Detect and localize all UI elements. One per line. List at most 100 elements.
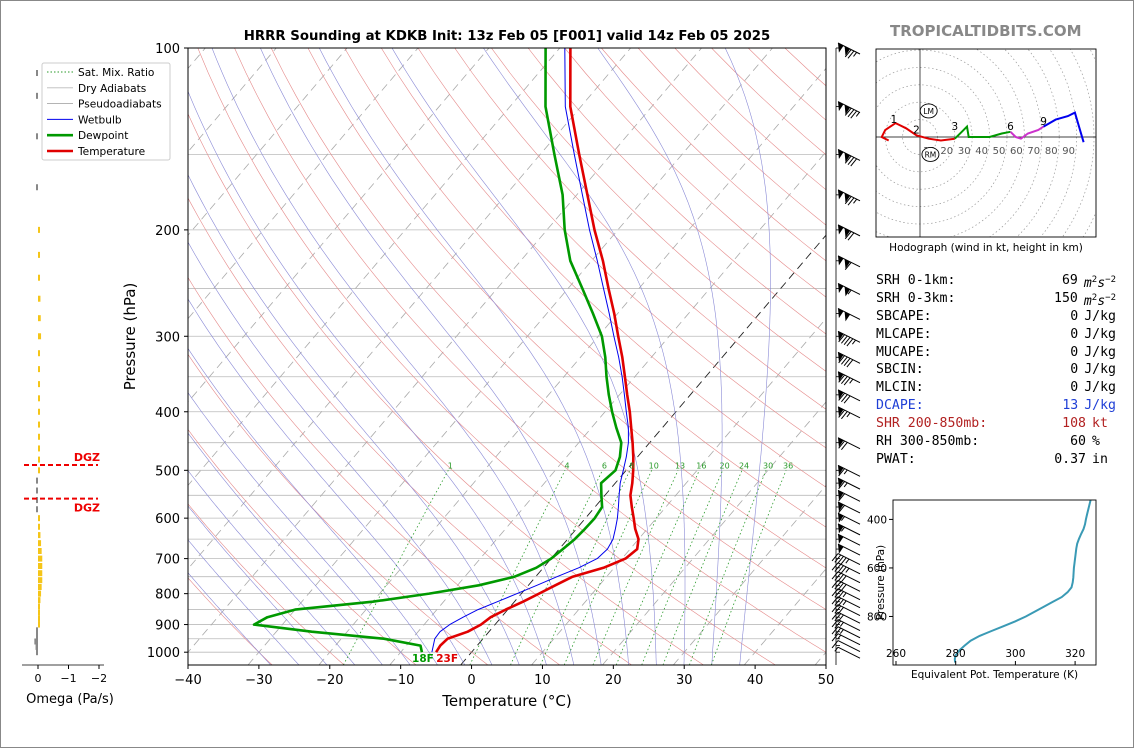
wind-barb-flag	[838, 308, 844, 319]
wind-barb-feather	[841, 411, 848, 420]
moist-adiabat	[188, 347, 438, 665]
moist-adiabat	[188, 470, 356, 665]
stat-label: MLCIN:	[876, 380, 924, 396]
legend-box	[41, 62, 171, 161]
isotherm-line	[188, 48, 631, 570]
omega-bar	[36, 477, 38, 484]
omega-bar	[38, 621, 40, 628]
wind-barb-feather	[838, 409, 845, 418]
stat-unit: m2s−2	[1078, 272, 1116, 291]
legend: Sat. Mix. Ratio Dry Adiabats Pseudoadiabat…	[41, 62, 171, 161]
wind-barb-feather	[847, 232, 855, 241]
stat-unit: %	[1092, 434, 1100, 450]
moist-adiabat	[391, 48, 657, 665]
mixing-ratio-label: 16	[696, 461, 706, 470]
omega-bar	[36, 506, 38, 513]
moist-adiabat	[597, 48, 723, 665]
wind-barb-half	[846, 412, 851, 418]
wind-barb-feather	[834, 554, 842, 563]
hodo-frame	[875, 48, 1097, 238]
thetae-x-axis-label: Equivalent Pot. Temperature (K)	[911, 669, 1078, 681]
wind-barb-feather	[837, 582, 844, 591]
moist-adiabat	[188, 241, 493, 665]
isotherm-line	[460, 234, 826, 665]
wind-barb-feather	[838, 374, 845, 383]
wind-barb-feather	[834, 620, 842, 629]
wind-barb-half	[834, 646, 839, 652]
omega-bar	[38, 584, 42, 591]
dry-adiabat	[188, 197, 632, 665]
y-tick-label: 300	[155, 330, 180, 345]
wind-barb-feather	[838, 355, 845, 364]
x-tick-label: −20	[316, 673, 343, 688]
wind-barb-flag	[838, 513, 844, 523]
wind-barb-half	[840, 516, 845, 521]
omega-bar	[38, 408, 40, 415]
mixing-ratio-line	[563, 470, 653, 665]
y-tick-label: 400	[155, 406, 180, 421]
wind-barb-feather	[839, 575, 847, 584]
surface-dewpoint-label: 18F	[412, 653, 434, 665]
stat-unit-part: 2	[1091, 292, 1098, 303]
stat-value: 0	[1070, 326, 1079, 342]
stat-value: 108	[1062, 416, 1086, 432]
wind-barb-feather	[834, 627, 842, 636]
moist-adiabat	[188, 572, 272, 665]
mixing-ratio-label: 13	[675, 461, 685, 470]
stat-value: 0	[1070, 344, 1079, 360]
mixing-ratio-label: 20	[720, 461, 730, 470]
omega-bar	[36, 92, 38, 99]
wind-barb-feather	[838, 504, 845, 513]
omega-bar	[38, 540, 42, 547]
wind-barb-feather	[847, 197, 855, 206]
stat-value: 0.37	[1054, 451, 1086, 467]
moist-adiabat	[724, 48, 771, 665]
legend-label: Dewpoint	[78, 130, 128, 142]
wind-barb-feather	[831, 579, 839, 588]
stat-unit: J/kg	[1084, 326, 1116, 342]
stat-label: DCAPE:	[876, 398, 924, 414]
isotherm-line	[318, 67, 826, 665]
moist-adiabat	[188, 298, 466, 665]
wind-barb-feather	[831, 640, 839, 649]
mixing-ratio-label: 30	[763, 461, 773, 470]
hodo-ring-label: 50	[993, 146, 1006, 157]
wind-barb-half	[847, 289, 852, 295]
moist-adiabat	[483, 48, 686, 665]
wind-barb-feather	[831, 619, 839, 628]
wind-barb-feather	[834, 589, 842, 598]
wind-barb	[837, 224, 861, 237]
storm-motion-marker	[921, 146, 940, 162]
isotherm-line	[188, 48, 490, 403]
x-tick-label: 0	[467, 673, 475, 688]
omega-bar	[38, 445, 40, 452]
wind-barb-half	[849, 378, 854, 384]
wind-barb-half	[839, 629, 844, 634]
omega-bar	[38, 366, 40, 373]
mixing-ratio-line	[615, 470, 700, 665]
wind-barb-half	[851, 339, 856, 345]
omega-bar	[38, 615, 40, 622]
hodo-caption: Hodograph (wind in kt, height in km)	[889, 242, 1083, 254]
moist-adiabat	[188, 432, 383, 665]
temperature-profile	[435, 48, 640, 653]
omega-bar	[38, 315, 41, 322]
wind-barb-feather	[843, 377, 851, 386]
omega-bar	[38, 597, 41, 604]
omega-bar	[38, 295, 41, 302]
wind-barb	[837, 604, 861, 616]
moist-adiabat	[188, 90, 547, 665]
hodo-ring-label: 90	[1062, 146, 1075, 157]
wind-barb-flag	[838, 523, 844, 534]
wind-barb-feather	[838, 481, 845, 490]
mixing-ratio-line	[540, 470, 631, 665]
omega-bar	[38, 603, 40, 610]
stat-unit-part: m	[1083, 293, 1092, 309]
wind-barb-feather	[834, 605, 842, 614]
wind-barb-flag	[844, 152, 851, 163]
wind-barb-feather	[843, 358, 851, 366]
dgz-label: DGZ	[74, 502, 100, 515]
wind-barb-feather	[850, 110, 858, 119]
wind-barb-feather	[847, 50, 855, 59]
dry-adiabat	[307, 48, 826, 569]
